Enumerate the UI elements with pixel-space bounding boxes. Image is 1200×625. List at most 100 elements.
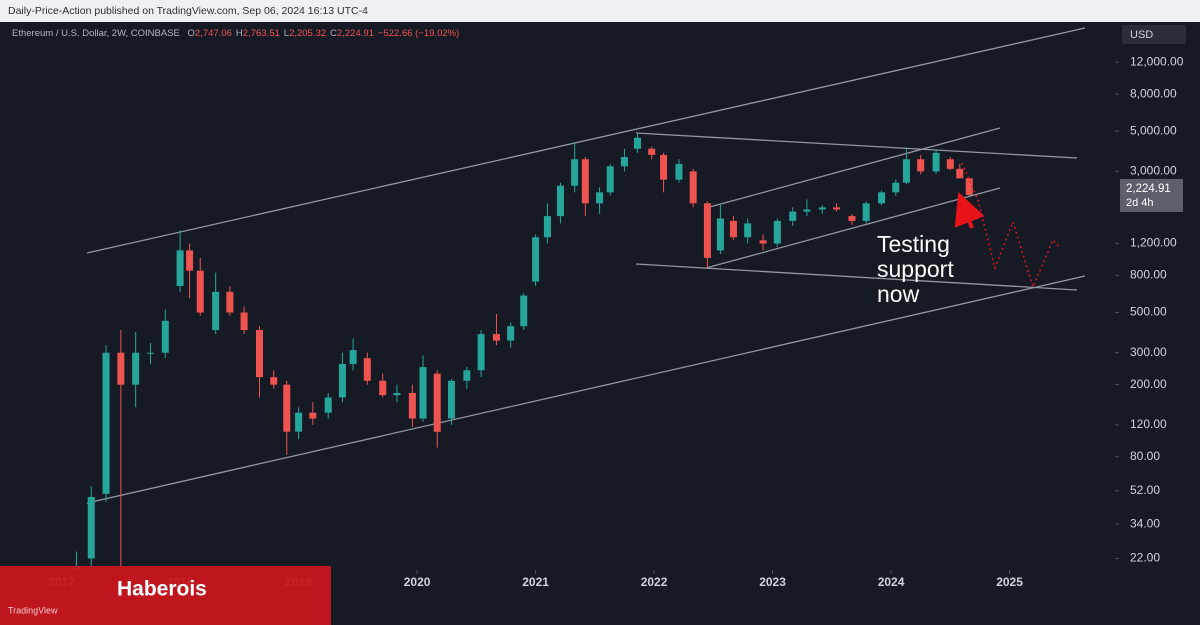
y-tick-label: 8,000.00: [1130, 86, 1177, 100]
y-tick-label: 800.00: [1130, 268, 1167, 282]
candle-body: [606, 166, 614, 193]
y-tick-label: 22.00: [1130, 551, 1160, 565]
candle-body: [956, 168, 964, 179]
candle-body: [581, 159, 589, 204]
candle-body: [917, 159, 925, 172]
y-tick-label: 80.00: [1130, 449, 1160, 463]
candle-body: [543, 216, 551, 238]
candle-body: [729, 220, 737, 238]
candle-body: [507, 326, 515, 341]
candles: [72, 133, 973, 570]
candle-body: [240, 312, 248, 331]
candle-body: [408, 392, 416, 419]
candle-body: [447, 380, 455, 419]
y-tick-label: 500.00: [1130, 305, 1167, 319]
annotation-line: now: [877, 281, 920, 307]
candle-body: [759, 240, 767, 244]
candle-body: [818, 207, 826, 210]
candle-body: [556, 185, 564, 217]
candle-body: [338, 363, 346, 398]
symbol-title: Ethereum / U.S. Dollar, 2W, COINBASE: [12, 28, 180, 39]
last-price-bg: [1120, 178, 1183, 212]
legend-key: O: [188, 28, 195, 39]
x-tick-label: 2024: [878, 575, 905, 589]
candle-body: [520, 295, 528, 327]
candle-body: [633, 137, 641, 149]
y-tick-label: 1,200.00: [1130, 236, 1177, 250]
candle-body: [946, 159, 954, 169]
descending-lower: [635, 263, 1078, 291]
legend-value: 2,224.91: [337, 28, 374, 39]
trend-lines: [86, 27, 1086, 504]
annotation-line: support: [877, 256, 954, 282]
candle-body: [789, 211, 797, 221]
candle-body: [648, 148, 656, 155]
candle-body: [862, 203, 870, 221]
candle-body: [295, 412, 303, 432]
candle-body: [117, 352, 125, 385]
candle-body: [270, 377, 278, 385]
candle-body: [965, 178, 973, 195]
candle-body: [419, 367, 427, 419]
candle-body: [932, 152, 940, 172]
candle-body: [833, 207, 841, 210]
header-bar: [0, 0, 1200, 22]
candle-body: [379, 380, 387, 396]
candle-body: [803, 209, 811, 212]
candle-body: [309, 412, 317, 419]
candle-body: [255, 330, 263, 378]
candle-body: [596, 192, 604, 204]
candle-body: [463, 370, 471, 381]
y-tick-label: 300.00: [1130, 345, 1167, 359]
candle-body: [226, 291, 234, 313]
candle-body: [703, 203, 711, 258]
support-arrow: [954, 192, 985, 229]
candle-body: [773, 220, 781, 244]
countdown: 2d 4h: [1126, 197, 1154, 209]
candle-body: [161, 320, 169, 353]
candle-body: [212, 291, 220, 331]
y-tick-label: 120.00: [1130, 417, 1167, 431]
candle-body: [492, 334, 500, 341]
currency: USD: [1130, 29, 1153, 41]
candle-body: [433, 373, 441, 432]
candle-body: [324, 397, 332, 413]
candle-body: [87, 497, 95, 559]
candle-body: [146, 352, 154, 354]
channel-upper: [86, 27, 1086, 254]
candle-body: [132, 352, 140, 385]
legend-key: C: [330, 28, 337, 39]
candle-body: [660, 154, 668, 180]
candle-body: [744, 223, 752, 238]
currency-box: [1122, 25, 1186, 44]
legend-change: −522.66 (−19.02%): [378, 28, 459, 39]
candle-body: [689, 171, 697, 204]
candle-body: [716, 218, 724, 251]
x-tick-label: 2021: [522, 575, 549, 589]
candle-body: [477, 334, 485, 371]
inner-channel-lower: [705, 187, 1001, 269]
candle-body: [196, 270, 204, 313]
price-axis: 12,000.00 8,000.00 5,000.00 3,000.00 1,200.0…: [1115, 54, 1184, 565]
candle-body: [363, 358, 371, 381]
candle-body: [102, 352, 110, 494]
legend-value: 2,763.51: [243, 28, 280, 39]
y-tick-label: 5,000.00: [1130, 123, 1177, 137]
legend-key: L: [284, 28, 289, 39]
x-tick-label: 2020: [404, 575, 431, 589]
candle-body: [349, 350, 357, 364]
inner-channel-upper: [705, 127, 1001, 209]
candle-body: [176, 250, 184, 286]
annotation-line: Testing: [877, 231, 950, 257]
x-tick-label: 2022: [641, 575, 668, 589]
logo-text: TradingView: [8, 605, 58, 615]
y-tick-label: 52.00: [1130, 483, 1160, 497]
candle-body: [848, 216, 856, 221]
x-tick-label: 2023: [759, 575, 786, 589]
candle-body: [892, 182, 900, 193]
y-tick-label: 34.00: [1130, 516, 1160, 530]
ohlc-legend: Ethereum / U.S. Dollar, 2W, COINBASE O 2,…: [12, 28, 459, 39]
